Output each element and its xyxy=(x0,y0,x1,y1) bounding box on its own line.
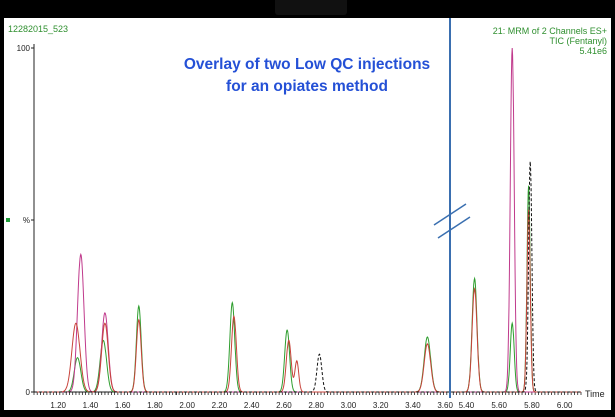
x-tick-label: 1.40 xyxy=(83,401,99,410)
trace-info-line: TIC (Fentanyl) xyxy=(549,36,607,46)
overlay-title-line-1: Overlay of two Low QC injections xyxy=(183,56,431,73)
x-tick-label: 3.40 xyxy=(405,401,421,410)
y-tick-label: % xyxy=(23,216,30,225)
x-tick-label: 2.80 xyxy=(308,401,324,410)
x-tick-label: 1.60 xyxy=(115,401,131,410)
x-axis-label: Time xyxy=(585,389,605,399)
x-tick-label: 6.00 xyxy=(557,401,573,410)
y-tick-label: 100 xyxy=(17,44,31,53)
x-tick-label: 2.60 xyxy=(276,401,292,410)
x-tick-label: 3.00 xyxy=(341,401,357,410)
x-tick-label: 1.80 xyxy=(147,401,163,410)
break-slash xyxy=(437,216,471,239)
sample-id: 12282015_523 xyxy=(8,24,69,34)
trace-info-line: 21: MRM of 2 Channels ES+ xyxy=(492,26,607,36)
series-line-right xyxy=(451,161,581,393)
trace-info: 21: MRM of 2 Channels ES+ TIC (Fentanyl)… xyxy=(457,26,607,56)
x-tick-label: 5.80 xyxy=(524,401,540,410)
overlay-title: Overlay of two Low QC injections for an … xyxy=(152,54,462,98)
traces xyxy=(34,47,581,393)
x-tick-label: 2.40 xyxy=(244,401,260,410)
axis-marker xyxy=(6,218,10,222)
trace-info-line: 5.41e6 xyxy=(579,46,607,56)
x-tick-label: 3.20 xyxy=(373,401,389,410)
window-tab xyxy=(275,0,347,15)
x-tick-label: 5.60 xyxy=(491,401,507,410)
x-tick-label: 3.60 xyxy=(437,401,453,410)
break-slash xyxy=(433,203,467,226)
y-tick-label: 0 xyxy=(26,388,31,397)
overlay-title-line-2: for an opiates method xyxy=(226,78,388,95)
x-tick-label: 5.40 xyxy=(459,401,475,410)
series-line-left xyxy=(34,353,450,393)
axis-break xyxy=(433,18,471,398)
x-tick-label: 1.20 xyxy=(50,401,66,410)
x-tick-label: 2.00 xyxy=(179,401,195,410)
x-tick-label: 2.20 xyxy=(212,401,228,410)
axes: 0% 100 1.20 1.40 1.60 1.80 2.00 2.20 2.40 2.60 2.8… xyxy=(6,44,582,410)
